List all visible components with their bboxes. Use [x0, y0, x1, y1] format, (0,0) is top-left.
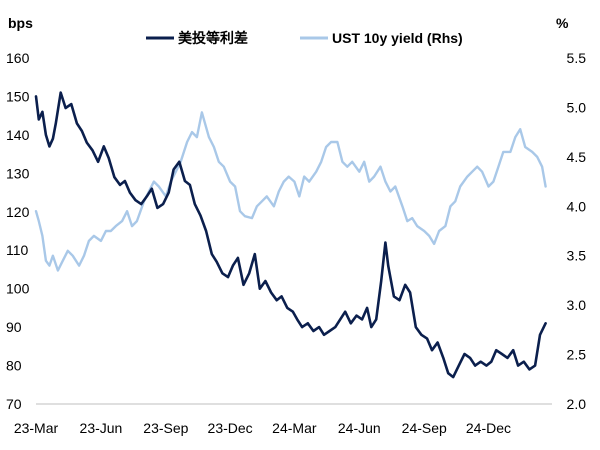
y-right-tick-label: 2.5 — [567, 347, 587, 363]
y-left-tick-label: 150 — [6, 88, 30, 104]
y-left-tick-label: 80 — [6, 358, 22, 374]
y-right-tick-label: 4.5 — [567, 149, 587, 165]
x-tick-label: 24-Jun — [338, 420, 381, 436]
x-tick-label: 23-Mar — [14, 420, 59, 436]
y-right-tick-label: 2.0 — [567, 396, 587, 412]
series-line-spread — [34, 91, 547, 379]
y-right-tick-label: 3.0 — [567, 297, 587, 313]
y-right-tick-label: 3.5 — [567, 248, 587, 264]
x-tick-label: 24-Mar — [272, 420, 317, 436]
x-tick-label: 24-Dec — [466, 420, 511, 436]
y-left-tick-label: 140 — [6, 127, 30, 143]
y-left-tick-label: 90 — [6, 319, 22, 335]
legend-label-yield: UST 10y yield (Rhs) — [332, 30, 463, 46]
x-tick-label: 23-Jun — [80, 420, 123, 436]
y-left-tick-label: 130 — [6, 165, 30, 181]
y-right-tick-label: 4.0 — [567, 198, 587, 214]
y-left-tick-label: 110 — [6, 242, 29, 258]
y-right-tick-label: 5.5 — [567, 50, 587, 66]
series-line-yield — [34, 111, 547, 272]
x-tick-label: 24-Sep — [402, 420, 447, 436]
legend-label-spread: 美投等利差 — [178, 30, 248, 47]
y-left-tick-label: 100 — [6, 281, 30, 297]
labels-layer: 23-Mar 23-Jun 23-Sep 23-Dec 24-Mar 24-Jun 24-S… — [6, 15, 586, 436]
y-left-unit: bps — [8, 15, 33, 31]
x-tick-label: 23-Sep — [143, 420, 188, 436]
y-right-tick-label: 5.0 — [567, 99, 587, 115]
x-tick-label: 23-Dec — [208, 420, 253, 436]
y-left-tick-label: 120 — [6, 204, 30, 220]
y-left-tick-label: 70 — [6, 396, 22, 412]
y-left-tick-label: 160 — [6, 50, 30, 66]
series-layer — [34, 91, 547, 379]
y-right-unit: % — [556, 15, 569, 31]
